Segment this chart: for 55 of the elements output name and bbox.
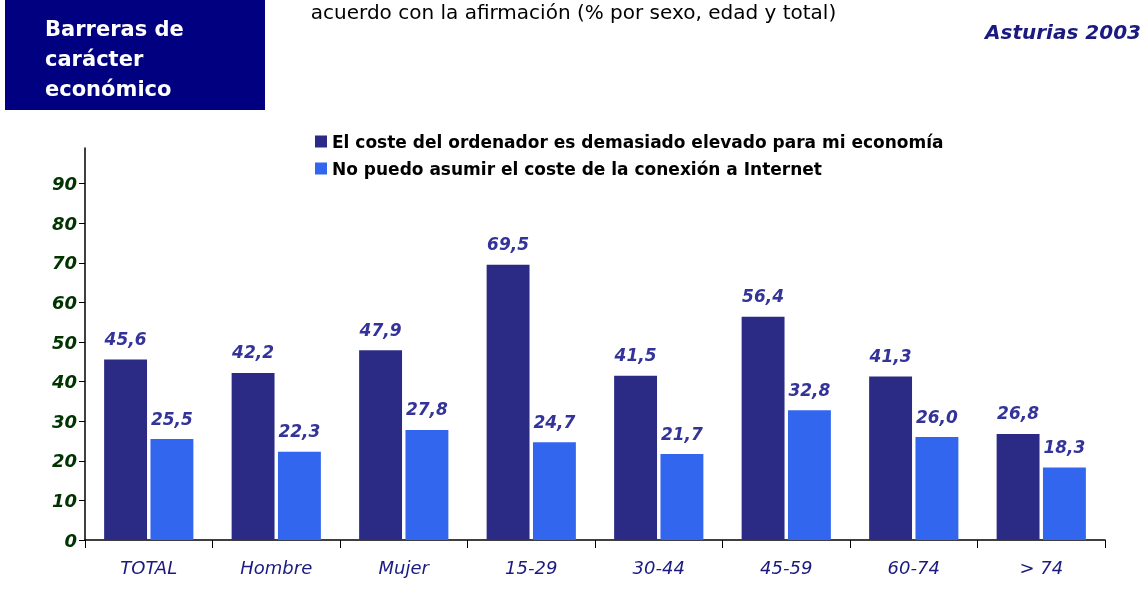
bar (150, 439, 194, 540)
data-label: 26,8 (997, 403, 1040, 424)
x-tick-label: 30-44 (632, 556, 685, 578)
bar (231, 372, 275, 540)
y-tick-label: 30 (51, 410, 77, 432)
bar (359, 350, 403, 540)
legend-label: No puedo asumir el coste de la conexión a Internet (332, 158, 822, 179)
y-tick-label: 40 (50, 371, 77, 393)
data-label: 42,2 (231, 342, 275, 363)
x-tick-label: TOTAL (120, 556, 178, 578)
y-tick-label: 20 (51, 450, 77, 472)
bar (532, 442, 576, 540)
x-tick-label: Hombre (240, 556, 313, 578)
bar (915, 437, 959, 540)
data-label: 25,5 (150, 408, 193, 429)
data-label: 45,6 (103, 328, 147, 349)
bar (869, 376, 913, 540)
bar (660, 454, 704, 540)
data-label: 24,7 (533, 411, 576, 432)
data-label: 41,3 (868, 345, 912, 366)
y-tick-label: 70 (51, 252, 77, 274)
text: Asturias 2003 (983, 20, 1142, 44)
bar (996, 433, 1040, 540)
legend-label: El coste del ordenador es demasiado elevado para mi economía (332, 131, 944, 152)
data-label: 21,7 (660, 423, 704, 444)
data-label: 47,9 (358, 319, 402, 340)
bar (741, 316, 785, 540)
y-tick-label: 90 (51, 173, 77, 195)
data-label: 69,5 (487, 234, 530, 255)
x-tick-label: Mujer (378, 556, 431, 578)
bar (614, 375, 658, 540)
y-tick-label: 80 (51, 212, 77, 234)
data-label: 56,4 (742, 286, 785, 307)
data-label: 32,8 (788, 379, 831, 400)
x-tick-label: 60-74 (887, 556, 940, 578)
data-label: 22,3 (278, 421, 321, 442)
data-label: 26,0 (915, 406, 959, 427)
chart-subtitle: acuerdo con la afirmación (% por sexo, edad y total) (310, 0, 837, 24)
bar (104, 359, 148, 540)
y-tick-label: 50 (51, 331, 77, 353)
x-tick-label: 15-29 (505, 556, 558, 578)
x-tick-label: > 74 (1019, 556, 1064, 578)
y-tick-label: 10 (51, 489, 77, 511)
y-tick-label: 0 (64, 529, 77, 551)
chart-title: Barreras de carácter económico (45, 17, 192, 101)
bar (787, 410, 831, 540)
x-tick-label: 45-59 (760, 556, 813, 578)
data-label: 41,5 (613, 345, 657, 366)
data-label: 18,3 (1043, 437, 1086, 458)
bar (486, 264, 530, 540)
bar (405, 429, 449, 540)
bar (1042, 467, 1086, 540)
data-label: 27,8 (405, 399, 449, 420)
bar (277, 451, 321, 540)
y-tick-label: 60 (51, 291, 77, 313)
